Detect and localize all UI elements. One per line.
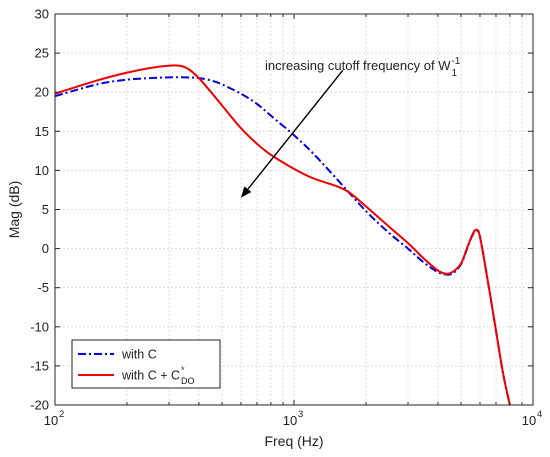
annotation-text: increasing cutoff frequency of W — [265, 58, 451, 73]
x-axis-label: Freq (Hz) — [264, 433, 323, 449]
y-axis-label: Mag (dB) — [6, 181, 22, 239]
y-tick-label: 25 — [35, 46, 49, 61]
legend-entry-sup: * — [181, 365, 185, 375]
y-tick-label: 5 — [42, 202, 49, 217]
y-tick-label: 0 — [42, 241, 49, 256]
series-line-0 — [55, 76, 511, 405]
x-tick-label-exp: 3 — [298, 409, 303, 420]
x-tick-label-exp: 4 — [537, 409, 542, 420]
y-tick-label: -5 — [37, 280, 49, 295]
annotation-sub: 1 — [451, 68, 457, 79]
legend: with C with C + C * DO — [71, 339, 221, 389]
legend-entry-with-c: with C — [121, 348, 157, 362]
annotation-arrow — [247, 69, 344, 190]
annotation-sup: -1 — [451, 56, 460, 67]
y-tick-label: -20 — [30, 398, 49, 413]
y-tick-label: 10 — [35, 163, 49, 178]
y-tick-label: 15 — [35, 124, 49, 139]
y-tick-label: 30 — [35, 7, 49, 22]
x-tick-label: 10 — [283, 413, 297, 428]
x-tick-label: 10 — [522, 413, 536, 428]
y-tick-label: -15 — [30, 358, 49, 373]
x-tick-label: 10 — [44, 413, 58, 428]
ticks — [54, 13, 533, 406]
annotation-main: increasing cutoff frequency of W — [265, 58, 451, 73]
series-line-1 — [55, 64, 511, 405]
annotation-arrowhead — [240, 186, 252, 198]
series-lines — [55, 64, 511, 405]
y-tick-label: -10 — [30, 319, 49, 334]
legend-box — [71, 339, 221, 389]
y-tick-label: 20 — [35, 85, 49, 100]
x-tick-label-exp: 2 — [59, 409, 64, 420]
legend-entry-sub: DO — [181, 376, 195, 386]
annotation: increasing cutoff frequency of W -1 1 — [240, 56, 461, 198]
legend-entry-with-c-cdo: with C + C — [121, 369, 180, 383]
